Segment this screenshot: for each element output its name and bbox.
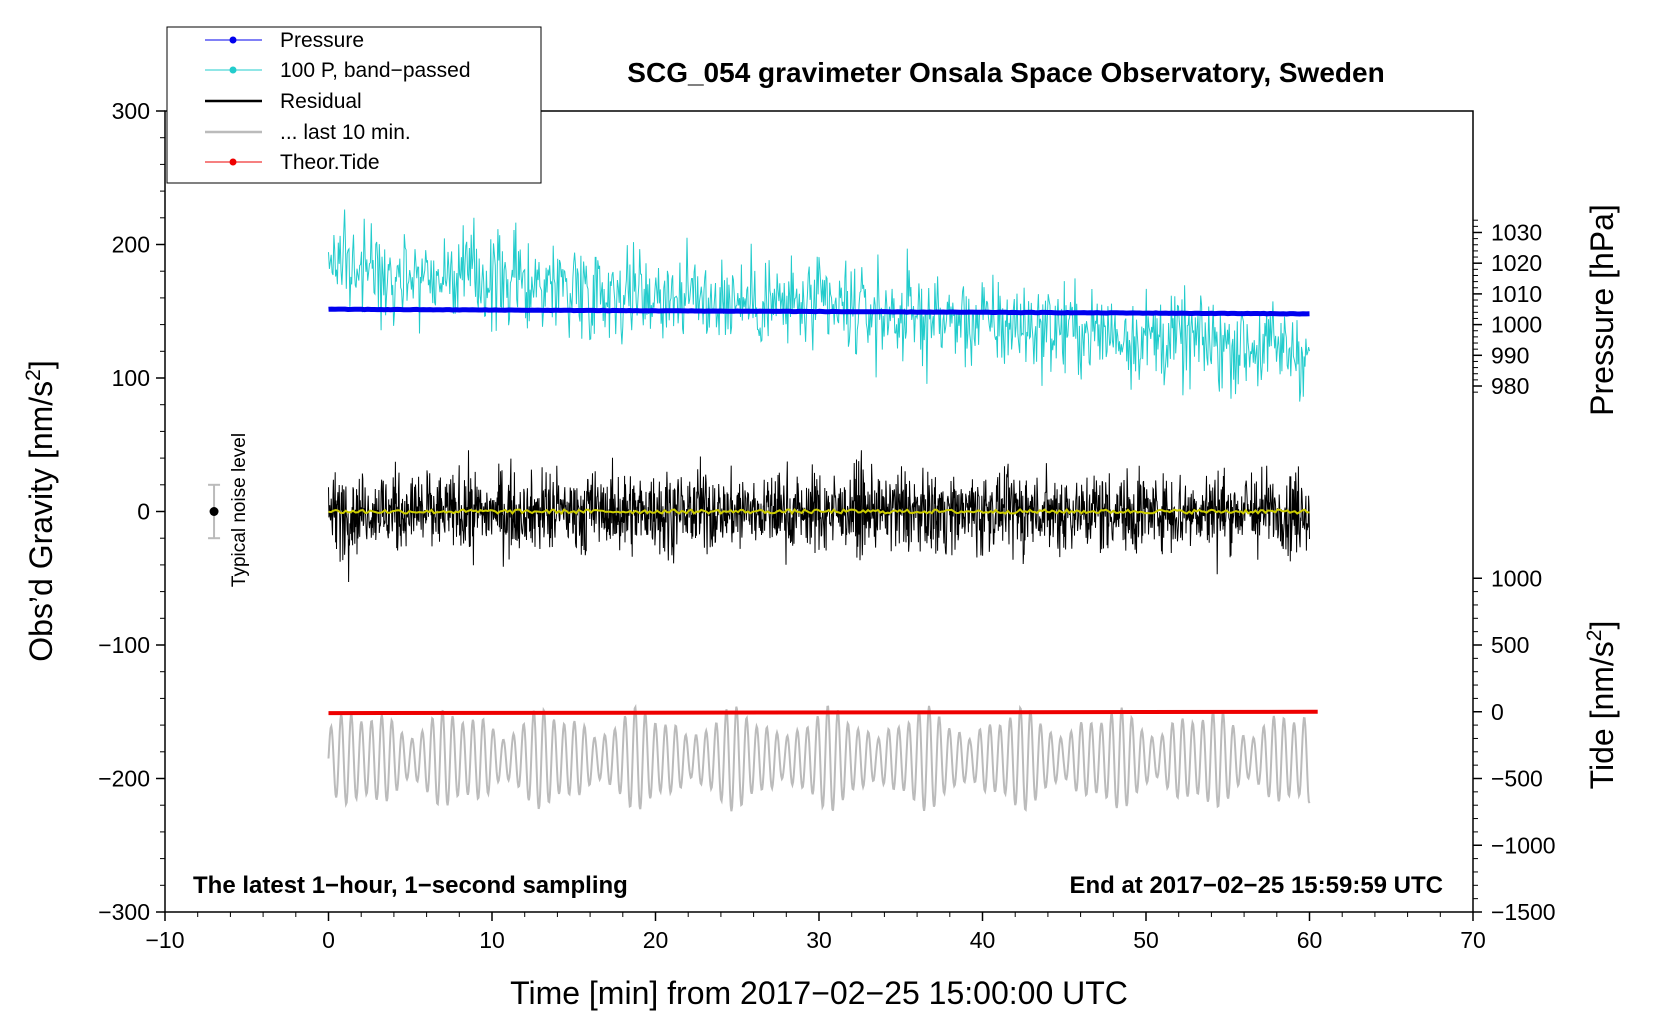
series-pressure-line: [328, 306, 1310, 317]
x-tick-label: 30: [806, 927, 832, 953]
y-left-tick-label: 200: [112, 232, 150, 258]
legend-marker-pressure: [229, 36, 237, 44]
series-bandpassed-line: [328, 209, 1310, 402]
y-axis-tide-title-main: Tide [nm/s: [1584, 641, 1620, 789]
x-tick-label: 0: [322, 927, 335, 953]
series-tide-line: [328, 709, 1318, 716]
axes-layer: −10 0 10 20 30 40 50 60 70−300−200−1000100200300…: [98, 98, 1555, 953]
y-axis-tide-title-end: ]: [1584, 621, 1620, 630]
series-smoothed-residual-line: [328, 507, 1310, 516]
y-left-tick-label: 0: [137, 499, 150, 525]
series-residual-line: [328, 450, 1310, 583]
legend-marker-bandpassed: [229, 66, 237, 74]
legend-box: [166, 26, 542, 184]
x-tick-label: 10: [479, 927, 505, 953]
tide-tick-label: −500: [1491, 766, 1543, 792]
x-tick-label: 70: [1460, 927, 1486, 953]
legend-entry-pressure: Pressure: [205, 29, 364, 52]
y-left-tick-label: 300: [112, 98, 150, 124]
noise-center-dot: [209, 507, 219, 516]
legend-entry-residual: Residual: [205, 90, 362, 113]
y-axis-tide-title-sup: 2: [1583, 630, 1606, 642]
pressure-tick-label: 990: [1491, 342, 1529, 368]
legend-label-bandpassed: 100 P, band−passed: [280, 59, 471, 82]
y-axis-left-title-sup: 2: [22, 369, 45, 381]
y-axis-left-title-main: Obs’d Gravity [nm/s: [23, 381, 59, 662]
y-axis-pressure-title: Pressure [hPa]: [1584, 204, 1620, 416]
y-left-tick-label: −200: [98, 766, 150, 792]
x-tick-label: 20: [643, 927, 669, 953]
tide-tick-label: −1500: [1491, 899, 1556, 925]
series-layer: [327, 209, 1318, 812]
legend-entry-last10: ... last 10 min.: [205, 121, 411, 144]
legend-entry-bandpassed: 100 P, band−passed: [205, 59, 471, 82]
pressure-tick-label: 1010: [1491, 281, 1542, 307]
tide-tick-label: −1000: [1491, 832, 1556, 858]
x-tick-label: 50: [1133, 927, 1159, 953]
noise-level-label: Typical noise level: [229, 433, 250, 587]
x-tick-label: 40: [970, 927, 996, 953]
legend: Pressure 100 P, band−passed Residual ...…: [166, 26, 542, 184]
y-left-tick-label: −300: [98, 899, 150, 925]
y-axis-left-title-end: ]: [23, 360, 59, 369]
y-left-tick-label: −100: [98, 632, 150, 658]
y-axis-tide-title: Tide [nm/s2]: [1583, 621, 1620, 790]
x-axis-title: Time [min] from 2017−02−25 15:00:00 UTC: [510, 975, 1128, 1011]
legend-label-pressure: Pressure: [280, 29, 364, 52]
tide-tick-label: 0: [1491, 699, 1504, 725]
pressure-tick-label: 980: [1491, 373, 1529, 399]
legend-marker-tide: [229, 158, 237, 166]
legend-entry-tide: Theor.Tide: [205, 151, 380, 174]
pressure-tick-label: 1020: [1491, 250, 1542, 276]
x-tick-label: −10: [145, 927, 184, 953]
chart-title: SCG_054 gravimeter Onsala Space Observat…: [627, 57, 1384, 88]
x-tick-label: 60: [1297, 927, 1323, 953]
annotation-left-note: The latest 1−hour, 1−second sampling: [193, 872, 628, 899]
pressure-tick-label: 1000: [1491, 312, 1542, 338]
legend-label-tide: Theor.Tide: [280, 151, 380, 174]
y-left-tick-label: 100: [112, 365, 150, 391]
pressure-tick-label: 1030: [1491, 219, 1542, 245]
y-axis-left-title: Obs’d Gravity [nm/s2]: [22, 360, 59, 662]
tide-tick-label: 1000: [1491, 565, 1542, 591]
legend-label-residual: Residual: [280, 90, 362, 113]
tide-tick-label: 500: [1491, 632, 1529, 658]
series-last10-line: [327, 703, 1311, 812]
legend-label-last10: ... last 10 min.: [280, 121, 411, 144]
noise-level-indicator: Typical noise level: [208, 433, 250, 587]
annotation-right-note: End at 2017−02−25 15:59:59 UTC: [1069, 872, 1443, 899]
